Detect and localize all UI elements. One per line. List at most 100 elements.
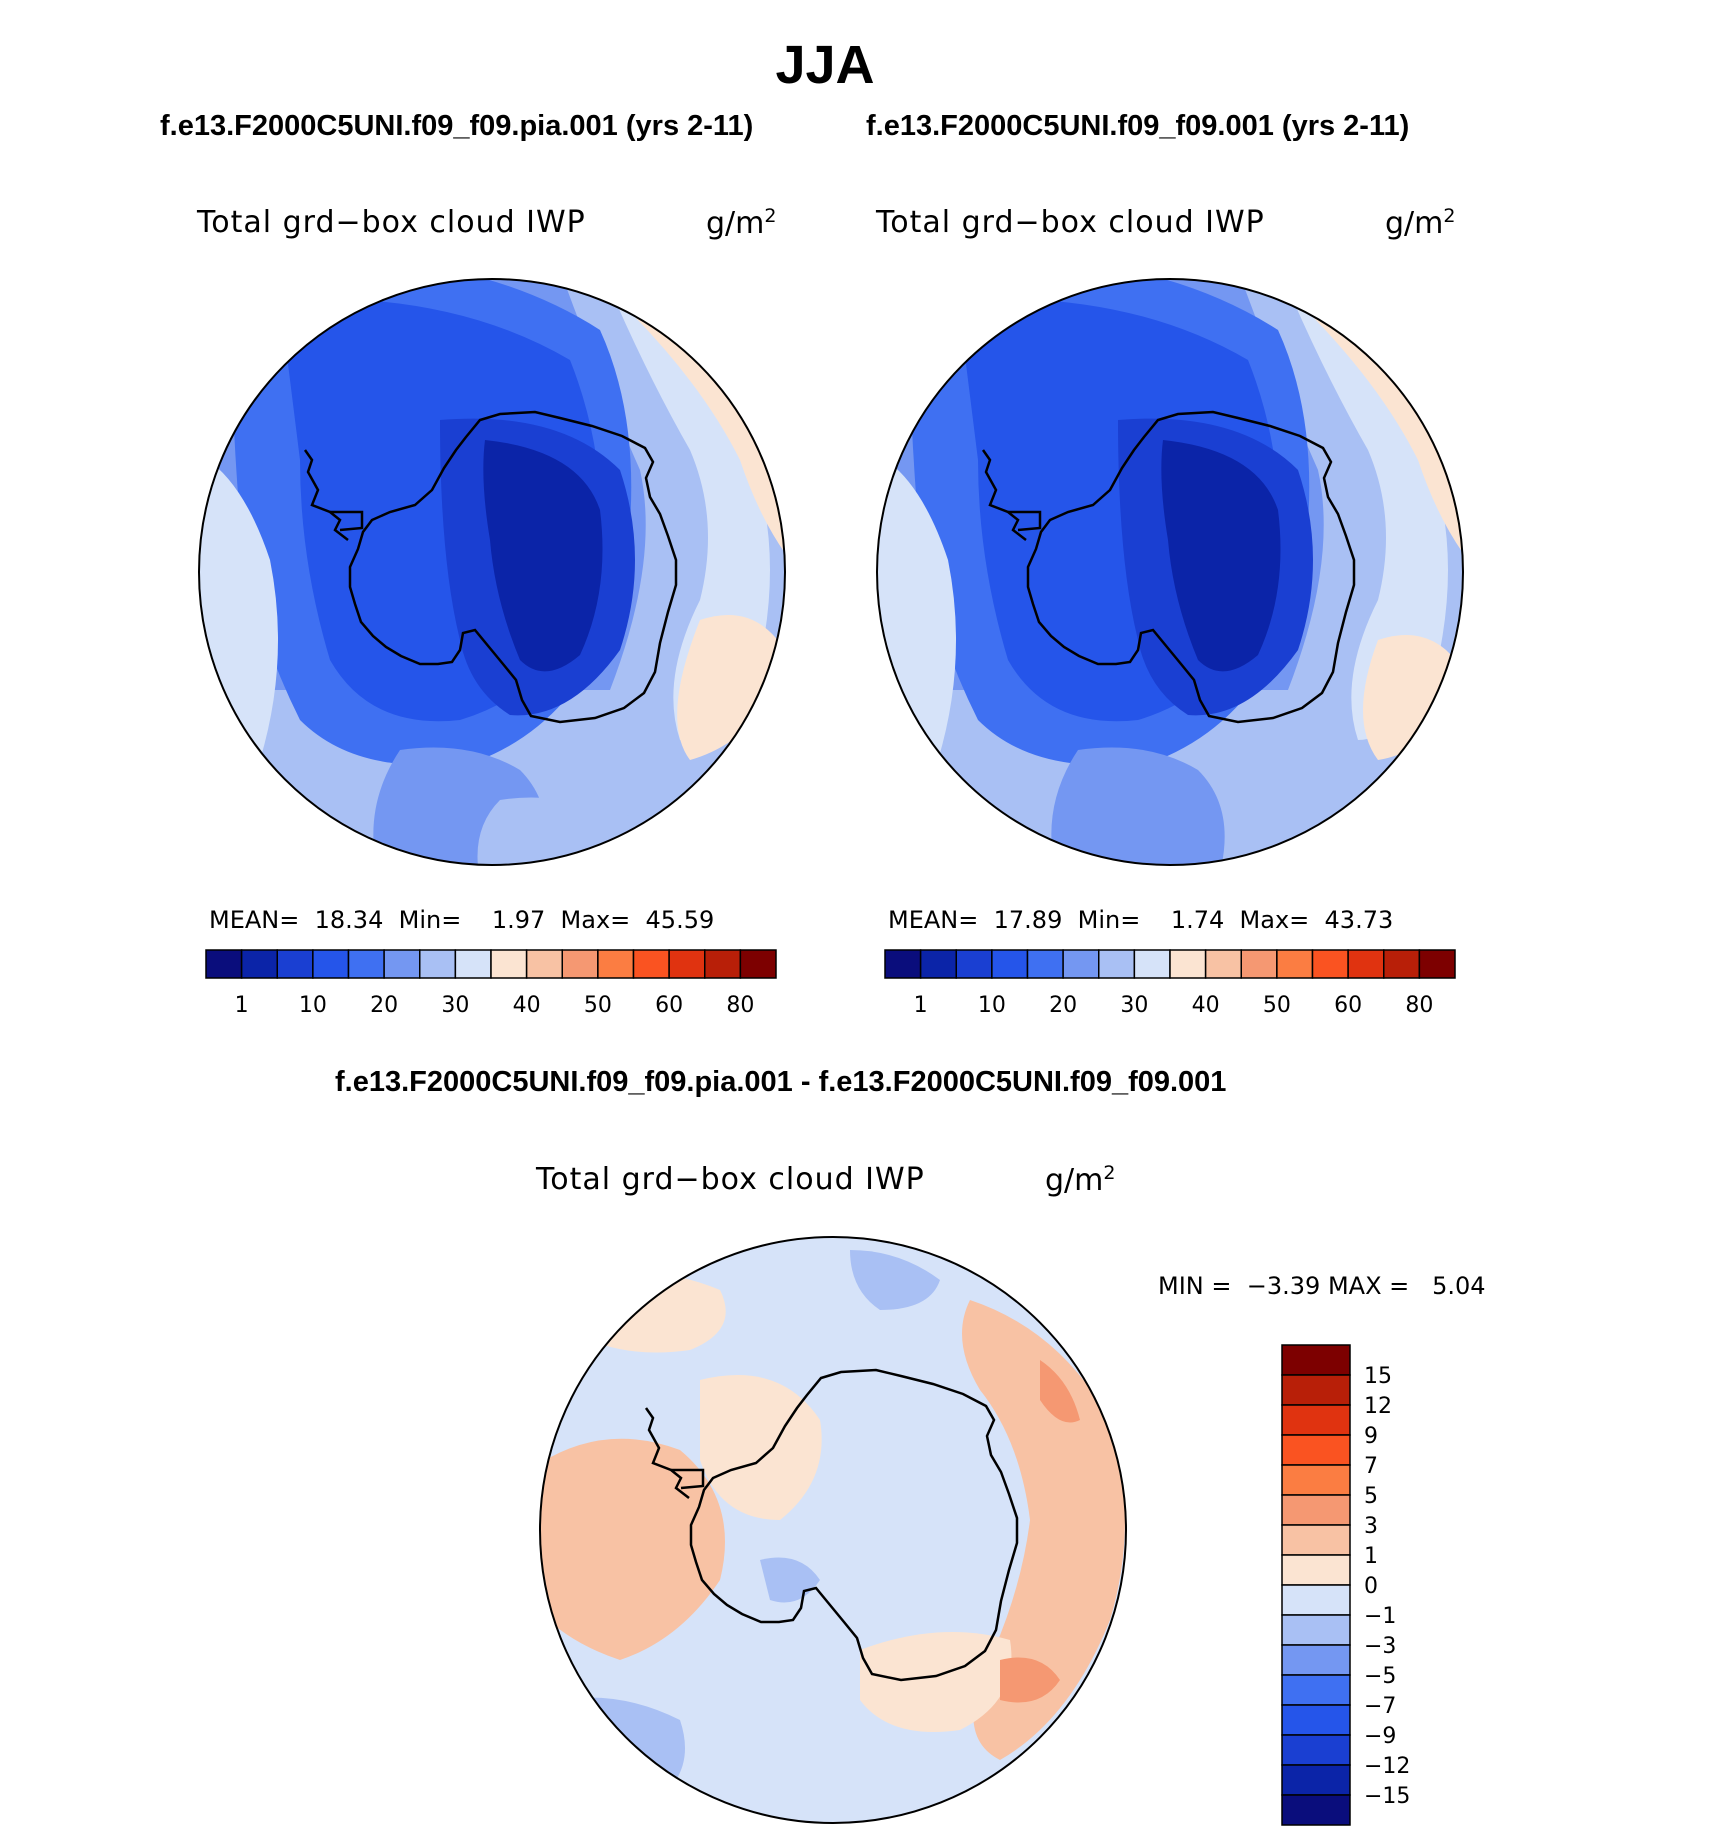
- diff-colorbar-cell: [1281, 1674, 1351, 1706]
- left-colorbar-tick-label: 80: [726, 993, 754, 1018]
- diff-units: g/m2: [1045, 1162, 1116, 1198]
- right-colorbar-cell: [1383, 949, 1421, 979]
- left-colorbar-cell: [312, 949, 350, 979]
- diff-map-boundary: [539, 1236, 1127, 1824]
- right-colorbar: 1 10 20 30 40 50 60 80: [884, 949, 1456, 1018]
- diff-colorbar-tick-label: 12: [1364, 1394, 1392, 1419]
- min-label: Min=: [1077, 906, 1141, 934]
- antarctic-peninsula-coastline: [644, 1407, 690, 1499]
- diff-colorbar-cell: [1281, 1464, 1351, 1496]
- field-band: [1051, 747, 1225, 865]
- diff-colorbar-tick-label: 7: [1364, 1454, 1378, 1479]
- right-colorbar-cell: [884, 949, 922, 979]
- left-colorbar-cell: [668, 949, 706, 979]
- left-colorbar-cell: [561, 949, 599, 979]
- field-band: [1000, 1657, 1060, 1703]
- right-colorbar-cell: [991, 949, 1029, 979]
- antarctic-peninsula-coastline: [981, 449, 1027, 541]
- diff-colorbar-cell: [1281, 1404, 1351, 1436]
- field-band: [1296, 300, 1463, 560]
- right-units: g/m2: [1385, 205, 1456, 241]
- diff-colorbar-cell: [1281, 1524, 1351, 1556]
- diff-colorbar-cell: [1281, 1794, 1351, 1826]
- left-colorbar-cell: [276, 949, 314, 979]
- diff-colorbar-tick-label: 9: [1364, 1424, 1378, 1449]
- diff-colorbar-tick-label: 15: [1364, 1364, 1392, 1389]
- right-colorbar-tick-label: 1: [914, 993, 928, 1018]
- mean-label: MEAN=: [209, 906, 300, 934]
- right-colorbar-cell: [1026, 949, 1064, 979]
- left-colorbar-cell: [205, 949, 243, 979]
- field-band: [700, 1375, 822, 1520]
- right-map-boundary: [876, 278, 1464, 866]
- diff-colorbar-cell: [1281, 1374, 1351, 1406]
- mean-value: 18.34: [314, 906, 384, 934]
- left-colorbar-cell: [597, 949, 635, 979]
- diff-colorbar-tick-label: −9: [1364, 1724, 1396, 1749]
- left-colorbar-cell: [632, 949, 670, 979]
- left-variable-title: Total grd−box cloud IWP: [197, 205, 586, 240]
- left-colorbar-tick-label: 40: [513, 993, 541, 1018]
- diff-colorbar-tick-label: 3: [1364, 1514, 1378, 1539]
- left-colorbar-tick-label: 10: [299, 993, 327, 1018]
- diff-colorbar-tick-label: −12: [1364, 1754, 1410, 1779]
- ice-shelf-outline: [330, 510, 364, 532]
- left-colorbar-tick-label: 60: [655, 993, 683, 1018]
- left-colorbar-cell: [454, 949, 492, 979]
- field-band: [1363, 635, 1463, 760]
- diff-colorbar-tick-label: 1: [1364, 1544, 1378, 1569]
- left-colorbar-cell: [347, 949, 385, 979]
- diff-colorbar-cell: [1281, 1584, 1351, 1616]
- right-map: [877, 279, 1463, 865]
- left-colorbar-tick-label: 20: [370, 993, 398, 1018]
- ice-shelf-outline: [1008, 510, 1042, 532]
- ice-shelf-outline: [671, 1468, 705, 1490]
- field-band: [1040, 1360, 1080, 1423]
- max-value: 45.59: [645, 906, 715, 934]
- field-band: [1293, 300, 1448, 740]
- max-value: 43.73: [1324, 906, 1394, 934]
- left-colorbar-cell: [419, 949, 457, 979]
- min-value: −3.39: [1246, 1272, 1321, 1300]
- antarctic-peninsula-coastline: [303, 449, 349, 541]
- field-band: [483, 440, 603, 672]
- diff-colorbar-cell: [1281, 1614, 1351, 1646]
- right-colorbar-cell: [919, 949, 957, 979]
- right-colorbar-cell: [1133, 949, 1171, 979]
- left-map: [199, 279, 785, 865]
- right-colorbar-cell: [1418, 949, 1456, 979]
- left-units: g/m2: [706, 205, 777, 241]
- diff-colorbar-tick-label: 5: [1364, 1484, 1378, 1509]
- diff-colorbar-tick-label: −1: [1364, 1604, 1396, 1629]
- diff-colorbar-tick-label: 0: [1364, 1574, 1378, 1599]
- left-colorbar-cell: [240, 949, 278, 979]
- left-colorbar-tick-label: 1: [235, 993, 249, 1018]
- right-colorbar-cell: [1240, 949, 1278, 979]
- diff-colorbar-cell: [1281, 1344, 1351, 1376]
- left-colorbar-cell: [704, 949, 742, 979]
- left-colorbar-cell: [383, 949, 421, 979]
- right-colorbar-tick-label: 10: [978, 993, 1006, 1018]
- diff-colorbar-cell: [1281, 1734, 1351, 1766]
- diff-colorbar-tick-label: −3: [1364, 1634, 1396, 1659]
- min-label: MIN =: [1158, 1272, 1232, 1300]
- left-stats: MEAN= 18.34 Min= 1.97 Max= 45.59: [209, 906, 714, 934]
- field-band: [677, 615, 785, 760]
- field-band: [560, 1697, 685, 1810]
- diff-colorbar-cell: [1281, 1554, 1351, 1586]
- diff-colorbar-tick-label: −15: [1364, 1784, 1410, 1809]
- field-band: [850, 1250, 940, 1310]
- field-band: [1161, 440, 1281, 672]
- diff-colorbar-tick-label: −7: [1364, 1694, 1396, 1719]
- diff-colorbar-cell: [1281, 1494, 1351, 1526]
- min-value: 1.97: [491, 906, 546, 934]
- max-value: 5.04: [1432, 1272, 1486, 1300]
- max-label: Max=: [560, 906, 631, 934]
- min-value: 1.74: [1170, 906, 1225, 934]
- right-colorbar-cell: [955, 949, 993, 979]
- mean-label: MEAN=: [888, 906, 979, 934]
- right-colorbar-cell: [1169, 949, 1207, 979]
- right-colorbar-tick-label: 80: [1405, 993, 1433, 1018]
- right-colorbar-cell: [1204, 949, 1242, 979]
- left-colorbar-tick-label: 50: [584, 993, 612, 1018]
